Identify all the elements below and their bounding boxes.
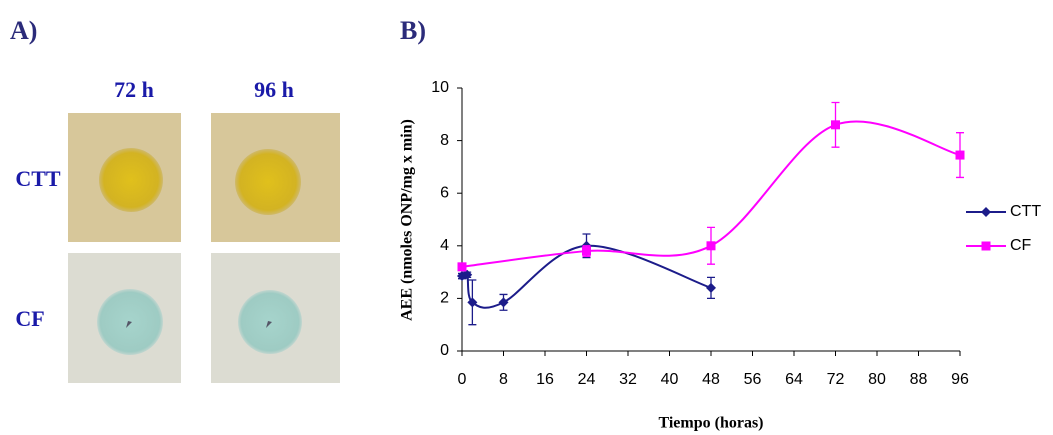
photo [211,113,340,242]
photo [68,113,181,242]
row-label: CTT [15,166,61,191]
data-point [457,262,467,272]
x-tick-label: 48 [702,371,720,388]
legend-label: CF [1010,237,1032,254]
x-tick-label: 16 [536,371,554,388]
column-label: 96 h [254,77,294,102]
panel-label: B) [400,16,426,45]
x-tick-label: 80 [868,371,886,388]
data-point [467,297,478,308]
panel-label: A) [10,16,37,45]
column-label: 72 h [114,77,154,102]
x-tick-label: 88 [910,371,928,388]
y-tick-label: 2 [440,290,449,307]
photo [68,253,181,383]
x-tick-label: 8 [499,371,508,388]
x-axis-title: Tiempo (horas) [658,415,763,432]
y-axis-title: AEE (nmoles ONP/mg x min) [399,119,416,321]
y-tick-label: 0 [440,342,449,359]
legend-label: CTT [1010,203,1041,220]
y-tick-label: 10 [431,79,449,96]
y-tick-label: 8 [440,132,449,149]
x-tick-label: 40 [661,371,679,388]
y-tick-label: 6 [440,184,449,201]
data-point [498,297,509,308]
x-tick-label: 64 [785,371,803,388]
data-point [706,241,716,251]
data-point [582,246,591,256]
legend-marker [981,241,991,251]
x-tick-label: 32 [619,371,637,388]
row-label: CF [15,306,44,331]
data-point [831,120,840,130]
photo [211,253,340,383]
legend-marker [981,207,991,217]
x-tick-label: 24 [578,371,596,388]
x-tick-label: 72 [827,371,845,388]
data-point [706,282,716,293]
y-tick-label: 4 [440,237,449,254]
x-tick-label: 96 [951,371,969,388]
data-point [462,269,473,280]
x-tick-label: 0 [458,371,467,388]
data-point [955,150,965,160]
x-tick-label: 56 [744,371,762,388]
